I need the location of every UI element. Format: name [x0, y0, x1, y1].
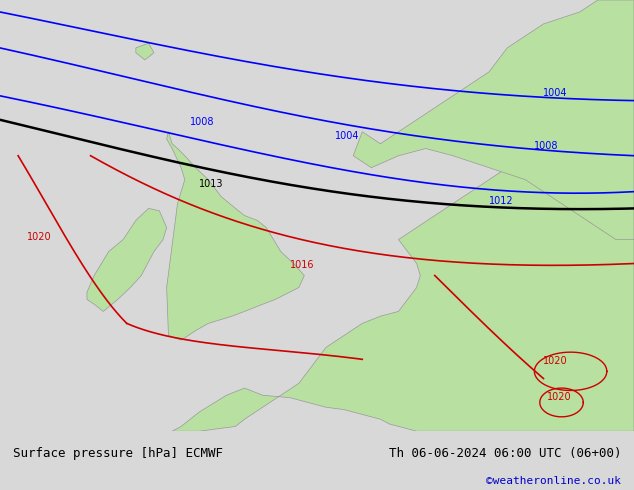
- Text: 1020: 1020: [547, 392, 572, 402]
- Polygon shape: [167, 132, 304, 340]
- Polygon shape: [172, 84, 634, 431]
- Text: 1013: 1013: [199, 179, 224, 189]
- Polygon shape: [87, 208, 167, 312]
- Text: 1008: 1008: [534, 141, 559, 150]
- Text: Surface pressure [hPa] ECMWF: Surface pressure [hPa] ECMWF: [13, 447, 223, 460]
- Text: Th 06-06-2024 06:00 UTC (06+00): Th 06-06-2024 06:00 UTC (06+00): [389, 447, 621, 460]
- Text: 1016: 1016: [290, 260, 314, 270]
- Polygon shape: [353, 0, 634, 240]
- Text: ©weatheronline.co.uk: ©weatheronline.co.uk: [486, 476, 621, 486]
- Text: 1020: 1020: [27, 232, 52, 242]
- Text: 1004: 1004: [335, 131, 359, 141]
- Polygon shape: [136, 43, 154, 60]
- Text: 1020: 1020: [543, 356, 568, 366]
- Text: 1004: 1004: [543, 88, 568, 98]
- Text: 1008: 1008: [190, 117, 215, 126]
- Text: 1012: 1012: [489, 196, 514, 206]
